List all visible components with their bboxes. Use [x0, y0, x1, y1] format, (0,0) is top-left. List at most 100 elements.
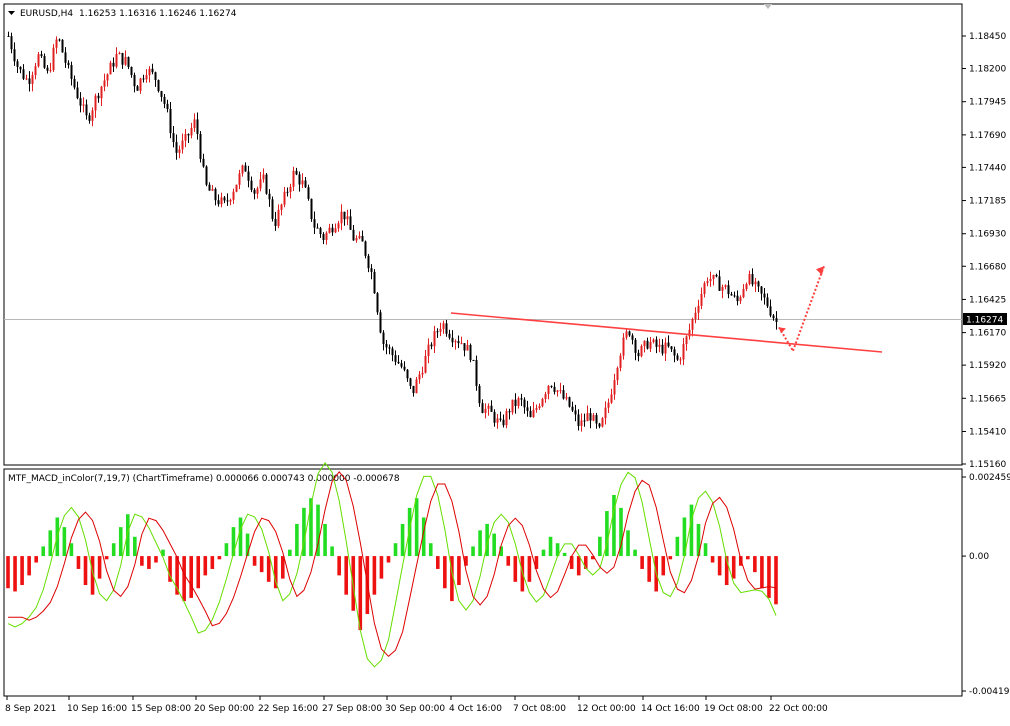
candle-body [763, 293, 766, 298]
macd-bar [499, 546, 504, 557]
price-tick-label: 1.15410 [969, 427, 1006, 437]
candle-body [31, 75, 34, 84]
candle-body [469, 344, 472, 360]
window-menu-icon[interactable] [8, 11, 15, 15]
candle-body [667, 342, 670, 347]
macd-bar [238, 517, 243, 557]
candle-body [739, 297, 742, 302]
candle-body [145, 75, 148, 80]
candle-body [568, 397, 571, 407]
candle-body [268, 193, 271, 200]
candle-body [616, 367, 619, 381]
candle-body [673, 349, 676, 356]
candle-body [235, 184, 238, 192]
candle-body [655, 339, 658, 347]
macd-bar [140, 556, 144, 566]
candle-body [511, 399, 514, 413]
macd-bar [541, 549, 546, 557]
macd-bar [703, 543, 708, 557]
candle-body [700, 293, 703, 306]
candle-body [688, 329, 691, 337]
candle-body [46, 67, 49, 71]
candle-body [91, 110, 94, 121]
time-tick-label: 22 Oct 00:00 [769, 704, 828, 714]
price-panel[interactable] [3, 3, 963, 466]
macd-bar [457, 556, 461, 586]
candle-body [487, 405, 490, 409]
candle-body [316, 227, 319, 229]
macd-bar [647, 556, 651, 582]
candle-body [367, 255, 370, 269]
time-tick-label: 15 Sep 08:00 [131, 704, 191, 714]
candle-body [502, 419, 505, 426]
candle-body [550, 385, 553, 387]
macd-bar [696, 523, 701, 557]
indicator-panel[interactable] [3, 468, 963, 697]
macd-bar [612, 494, 616, 557]
candle-body [484, 408, 487, 413]
candle-body [727, 285, 730, 295]
candle-body [445, 323, 448, 334]
candle-body [517, 398, 520, 406]
macd-bar [682, 517, 687, 557]
macd-bar [478, 530, 482, 557]
time-tick-label: 12 Oct 00:00 [577, 704, 636, 714]
candle-body [736, 295, 739, 302]
macd-bar [717, 556, 722, 576]
candle-body [181, 140, 184, 150]
candle-body [106, 74, 109, 81]
candle-body [490, 405, 493, 412]
candle-body [286, 191, 289, 193]
macd-bar [626, 530, 630, 557]
macd-bar [168, 556, 172, 582]
macd-bar [414, 498, 419, 557]
candle-body [619, 355, 622, 368]
macd-bar [323, 523, 327, 557]
macd-bar [675, 536, 680, 557]
candle-body [766, 297, 769, 307]
macd-bar [753, 556, 757, 573]
macd-bar [41, 546, 46, 557]
candle-body [313, 219, 316, 228]
macd-bar [760, 556, 764, 589]
candle-body [322, 234, 325, 241]
candle-body [7, 36, 10, 37]
candle-body [601, 418, 604, 427]
candle-body [757, 281, 760, 287]
candle-body [241, 165, 244, 174]
candle-body [85, 104, 88, 116]
candle-body [283, 191, 286, 205]
candle-body [544, 394, 547, 400]
shift-marker-icon[interactable] [764, 4, 772, 9]
candle-body [58, 39, 61, 41]
candle-body [223, 197, 226, 201]
candle-body [439, 328, 442, 332]
macd-bar [133, 536, 137, 557]
candle-body [391, 348, 394, 356]
trendline[interactable] [450, 312, 883, 353]
price-tick-label: 1.15160 [969, 460, 1006, 470]
macd-bar [710, 556, 715, 563]
candle-body [61, 39, 64, 53]
candle-body [520, 398, 523, 400]
candle-body [697, 305, 700, 313]
price-tick-label: 1.15665 [969, 394, 1006, 404]
indicator-label: MTF_MACD_inColor(7,19,7) (ChartTimeframe… [8, 474, 400, 484]
price-tick-label: 1.18450 [969, 32, 1006, 42]
candle-body [148, 68, 151, 76]
candle-body [133, 74, 136, 87]
macd-bar [379, 556, 384, 579]
price-tick-label: 1.17440 [969, 163, 1006, 173]
candle-body [139, 78, 142, 91]
candle-body [310, 198, 313, 220]
candle-body [643, 340, 646, 347]
candle-body [346, 216, 349, 220]
projection-arrow-up[interactable] [792, 265, 825, 352]
candle-body [730, 294, 733, 296]
macd-bar [13, 556, 17, 592]
candle-body [640, 346, 643, 357]
macd-bar [161, 549, 165, 557]
price-tick-label: 1.16680 [969, 262, 1006, 272]
